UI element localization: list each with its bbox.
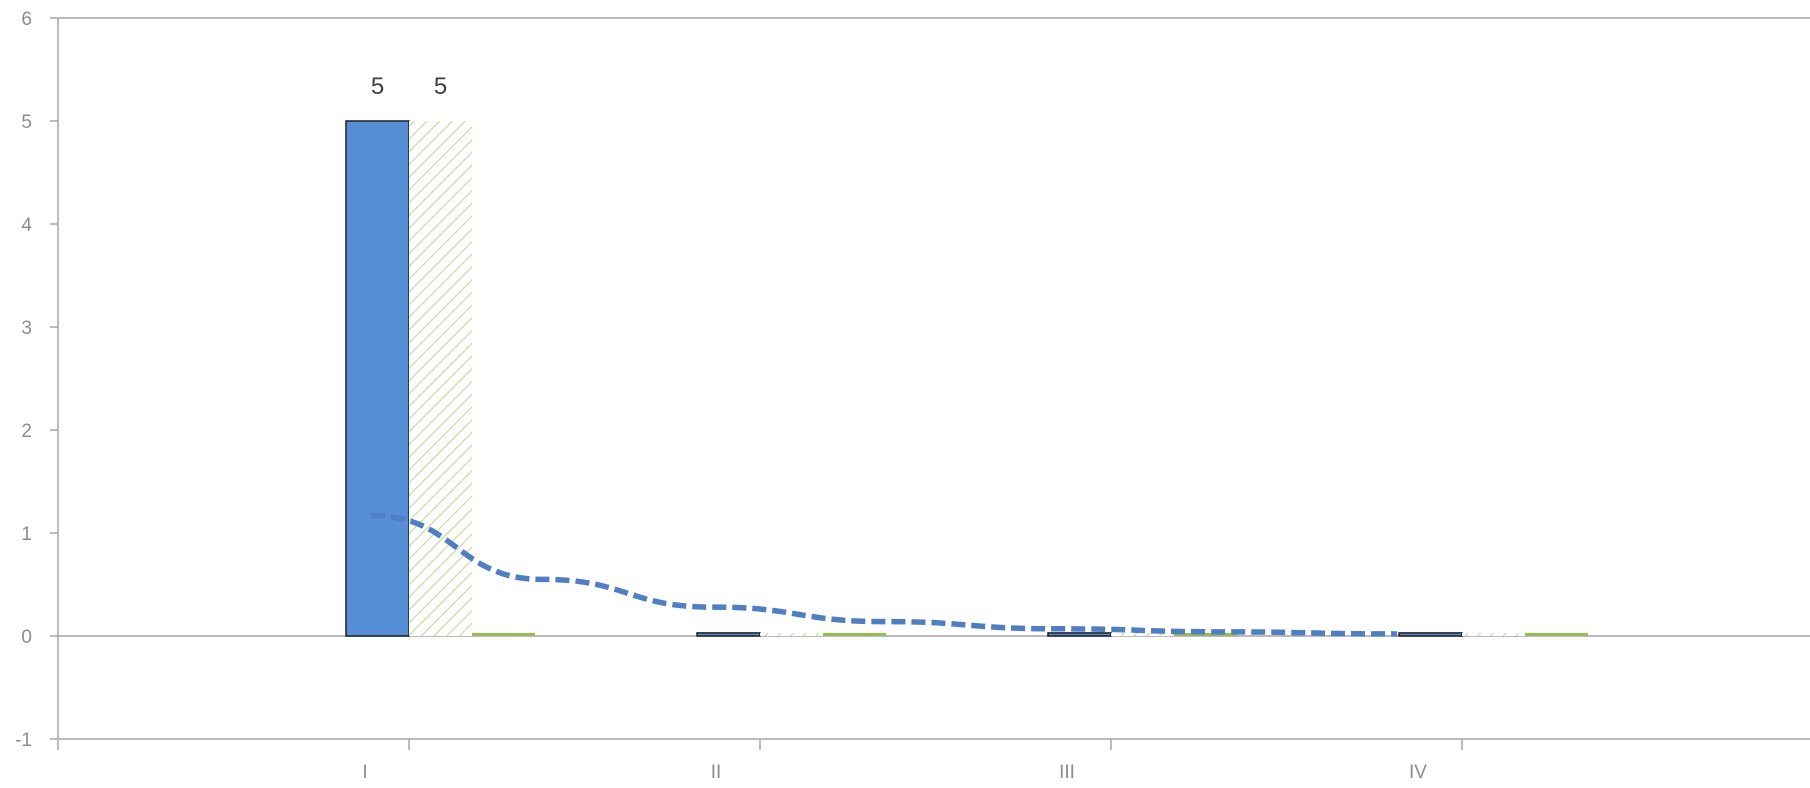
bar-series-3-I: [472, 632, 535, 636]
x-tick-label: III: [1059, 762, 1075, 783]
data-label: 5: [371, 73, 384, 100]
x-tick-label: I: [362, 762, 367, 783]
y-tick-label: 2: [21, 421, 32, 442]
bar-series-1-I: [345, 120, 410, 637]
bar-series-1-IV: [1398, 632, 1463, 637]
trendline: [370, 512, 1398, 637]
x-tick-label: II: [711, 762, 722, 783]
bar-series-2-III: [1111, 632, 1174, 636]
bar-series-2-II: [760, 632, 823, 636]
y-tick-label: 6: [21, 9, 32, 30]
bar-series-1-II: [696, 632, 761, 637]
y-tick-label: 5: [21, 112, 32, 133]
bar-series-2-I: [409, 121, 472, 636]
bar-series-3-IV: [1525, 632, 1588, 636]
bars: [345, 120, 1588, 637]
y-tick-label: 4: [21, 215, 32, 236]
y-tick-label: 0: [21, 627, 32, 648]
bar-series-3-II: [823, 632, 886, 636]
x-tick-label: IV: [1409, 762, 1427, 783]
y-tick-label: 1: [21, 524, 32, 545]
bar-series-1-III: [1047, 632, 1112, 637]
trendline-layer: [370, 512, 1398, 637]
y-tick-label: 3: [21, 318, 32, 339]
bar-series-3-III: [1174, 632, 1237, 636]
y-tick-label: -1: [15, 730, 32, 751]
data-label: 5: [434, 73, 447, 100]
bar-series-2-IV: [1462, 632, 1525, 636]
